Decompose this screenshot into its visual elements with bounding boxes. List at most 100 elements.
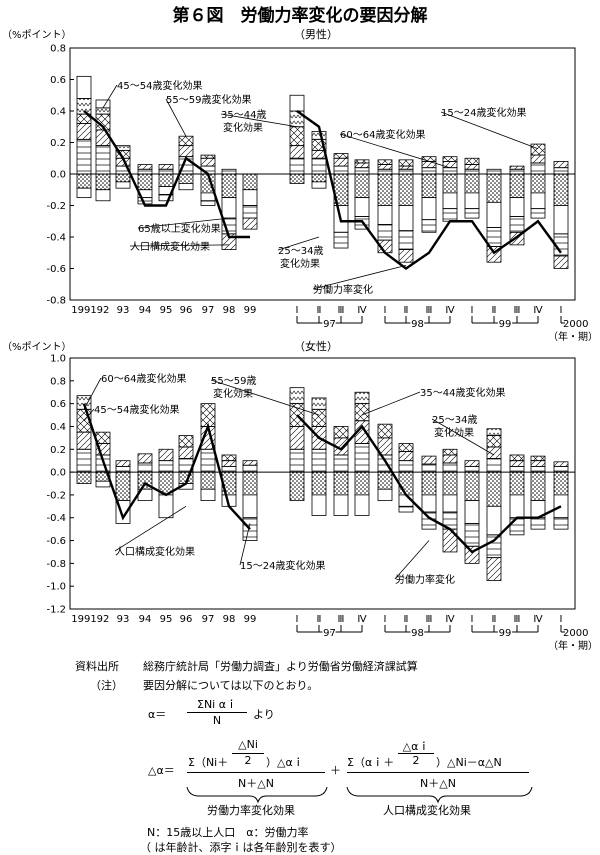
female-bar-segment bbox=[76, 471, 92, 484]
male-bar-segment bbox=[200, 154, 216, 159]
male-bar-segment bbox=[354, 167, 370, 175]
male-x-quarter-label: Ⅰ bbox=[471, 305, 474, 316]
female-bar-segment bbox=[311, 397, 327, 410]
female-bar-segment bbox=[486, 428, 502, 436]
male-bar-segment bbox=[553, 167, 569, 175]
male-x-quarter-label: Ⅰ bbox=[296, 305, 299, 316]
male-bar-segment bbox=[115, 173, 131, 183]
female-bar-segment bbox=[115, 460, 131, 467]
male-bar-segment bbox=[221, 168, 237, 175]
female-y-tick-label: -0.6 bbox=[46, 536, 66, 547]
male-bar-segment bbox=[421, 219, 437, 233]
male-bar-segment bbox=[464, 173, 480, 194]
male-bar-segment bbox=[311, 173, 327, 183]
male-bar-segment bbox=[354, 159, 370, 164]
female-annotation-leader bbox=[210, 379, 320, 416]
male-annotation-label: 45～54歳変化効果 bbox=[117, 79, 202, 92]
male-bar-segment bbox=[509, 173, 525, 199]
male-bar-segment bbox=[377, 164, 393, 170]
male-annotation-leader bbox=[129, 244, 230, 247]
female-annotation-leader bbox=[83, 408, 95, 422]
male-bar-segment bbox=[95, 189, 111, 202]
male-bar-segment bbox=[464, 157, 480, 165]
male-bar-segment bbox=[137, 173, 153, 191]
formula1-tail: より bbox=[253, 708, 275, 721]
female-bar-segment bbox=[421, 471, 437, 496]
male-bar-segment bbox=[95, 107, 111, 115]
male-bar-segment bbox=[242, 205, 258, 219]
formula1-lhs: α＝ bbox=[148, 708, 167, 721]
formula2b-denominator: N＋△N bbox=[420, 777, 456, 790]
female-bar-segment bbox=[464, 471, 480, 502]
male-subtitle: （男性） bbox=[294, 27, 338, 41]
male-y-tick-label: 0.8 bbox=[50, 44, 66, 55]
figure: 第６図 労働力率変化の要因分解 （%ポイント） （男性） -0.8-0.6-0.… bbox=[2, 5, 598, 652]
female-line-quarterly bbox=[296, 414, 562, 554]
female-bar-segment bbox=[442, 471, 458, 496]
brace2-label: 人口構成変化効果 bbox=[383, 804, 471, 817]
male-bar-segment bbox=[398, 205, 414, 232]
female-bar-segment bbox=[486, 534, 502, 559]
female-bar-segment bbox=[354, 403, 370, 422]
male-bar-segment bbox=[76, 75, 92, 99]
male-bar-segment bbox=[377, 173, 393, 206]
female-annotation-leader bbox=[361, 391, 421, 416]
female-bar-segment bbox=[377, 471, 393, 490]
male-line-annual bbox=[83, 110, 250, 239]
male-bar-segment bbox=[158, 164, 174, 170]
female-bar-segment bbox=[442, 462, 458, 473]
male-annotation-label: 15～24歳変化効果 bbox=[441, 106, 526, 119]
source-text: 総務庁統計局「労働力調査」より労働省労働経済課試算 bbox=[143, 660, 418, 673]
male-bar-segment bbox=[221, 197, 237, 219]
male-bar-segment bbox=[398, 159, 414, 167]
male-bar-segment bbox=[486, 201, 502, 228]
female-bar-segment bbox=[421, 494, 437, 513]
male-annotation-label: 変化効果 bbox=[280, 257, 320, 270]
male-bar-segment bbox=[289, 173, 305, 184]
female-bar-segment bbox=[398, 443, 414, 452]
female-annotation-leader bbox=[83, 377, 102, 410]
male-y-tick-label: -0.6 bbox=[46, 264, 66, 275]
female-annotation-label: 人口構成変化効果 bbox=[115, 545, 195, 558]
female-unit-label: （%ポイント） bbox=[2, 341, 72, 353]
female-x-quarter-year-label: 97 bbox=[323, 628, 336, 639]
male-bar-segment bbox=[311, 131, 327, 140]
male-x-quarter-label: Ⅱ bbox=[317, 305, 322, 316]
formula2-num-a: Σ（Ni＋ bbox=[188, 756, 229, 769]
male-annotation-label: 労働力率変化 bbox=[313, 283, 373, 296]
source-label: 資料出所 bbox=[75, 660, 119, 673]
male-bar-segment bbox=[158, 168, 174, 175]
male-annotation-leader bbox=[165, 98, 187, 137]
note-label: （注） bbox=[90, 679, 123, 692]
male-bar-segment bbox=[398, 173, 414, 206]
male-annotation-label: 65歳以上変化効果 bbox=[138, 222, 221, 235]
female-bar-segment bbox=[311, 471, 327, 496]
female-bar-segment bbox=[311, 448, 327, 473]
male-line-series bbox=[83, 110, 562, 270]
male-bar-segment bbox=[333, 165, 349, 175]
male-bar-segment bbox=[311, 181, 327, 189]
male-x-quarter-label: Ⅲ bbox=[426, 305, 433, 316]
formula2-num-b: △Ni bbox=[238, 738, 258, 751]
male-x-year-label: 97 bbox=[202, 305, 215, 316]
female-bar-segment bbox=[178, 435, 194, 448]
brace1-label: 労働力率変化効果 bbox=[207, 804, 295, 817]
notes-section: 資料出所 総務庁統計局「労働力調査」より労働省労働経済課試算 （注） 要因分解に… bbox=[0, 654, 600, 854]
male-annotation-leader bbox=[440, 111, 539, 150]
female-bar-segment bbox=[553, 517, 569, 530]
male-x-year-label: 94 bbox=[139, 305, 152, 316]
female-annotation-label: 45～54歳変化効果 bbox=[94, 403, 179, 416]
female-bar-segment bbox=[530, 517, 546, 530]
female-bar-segment bbox=[158, 448, 174, 462]
female-bar-segment bbox=[137, 453, 153, 464]
female-bar-segment bbox=[486, 557, 502, 581]
male-annotation-label: 25～34歳 bbox=[278, 245, 323, 257]
male-x-year-label: 92 bbox=[97, 305, 110, 316]
female-bar-segment bbox=[530, 471, 546, 502]
female-x-end-label: 2000 bbox=[563, 628, 588, 639]
male-bar-segment bbox=[486, 168, 502, 175]
male-bar-segment bbox=[442, 192, 458, 210]
female-plot-frame bbox=[69, 357, 576, 610]
male-x-quarter-label: Ⅳ bbox=[445, 305, 455, 316]
